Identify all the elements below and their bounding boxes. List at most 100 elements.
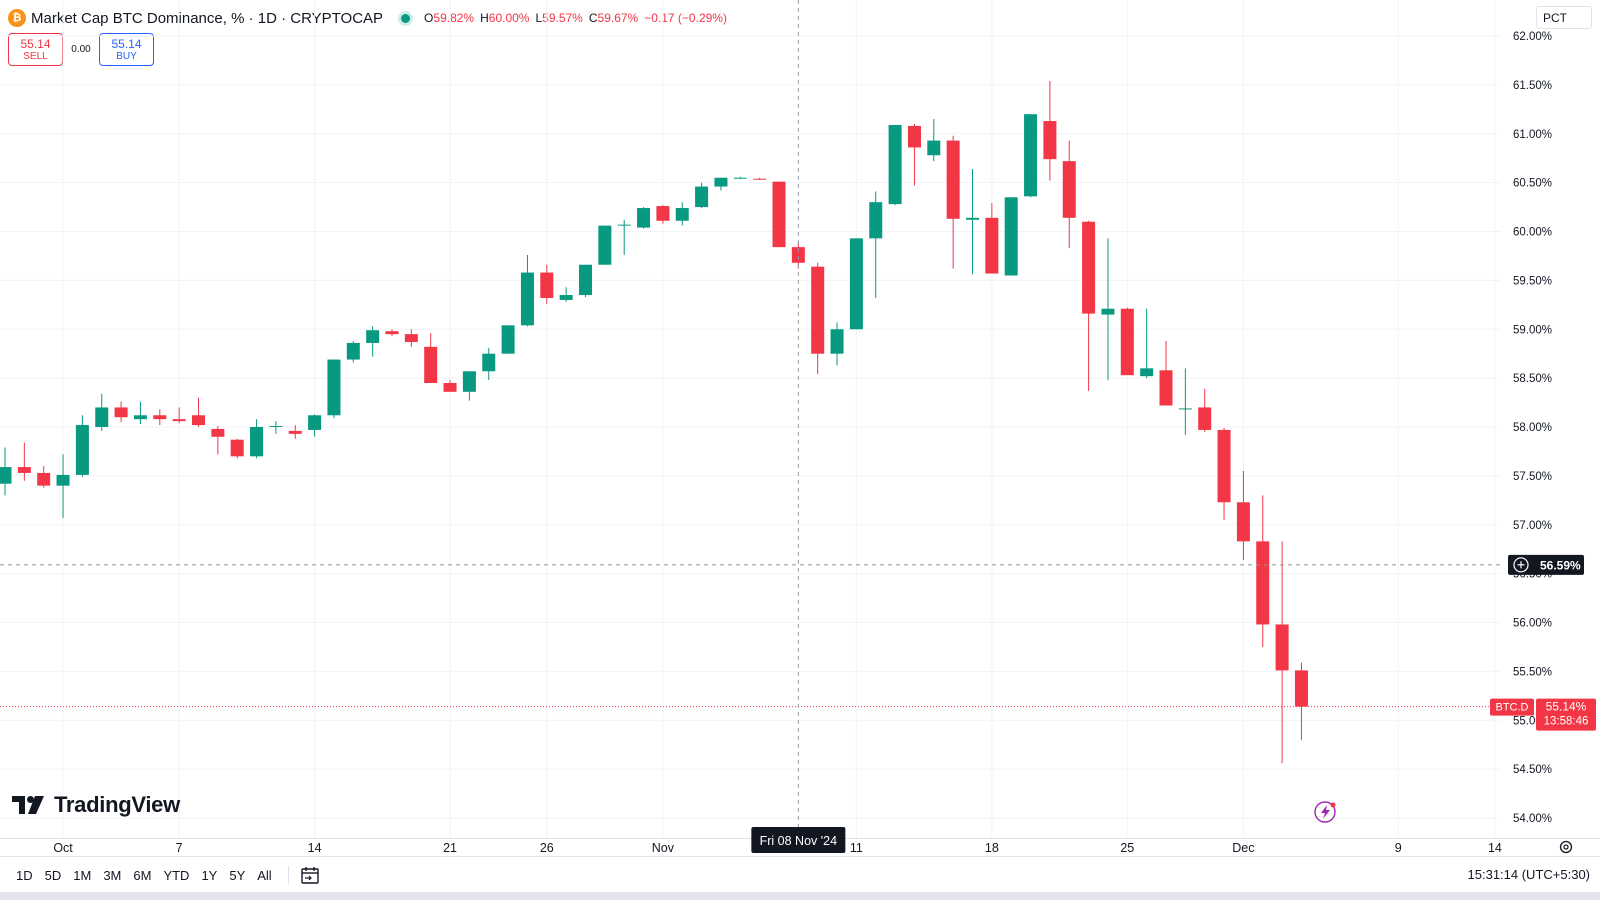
timeframe-6m[interactable]: 6M: [133, 867, 152, 883]
candle-body: [598, 225, 612, 265]
candle-body: [501, 325, 515, 354]
toolbar-divider: [287, 866, 289, 884]
candle: [753, 177, 767, 180]
candle: [346, 340, 360, 363]
candle: [1275, 541, 1289, 764]
buy-button[interactable]: 55.14 BUY: [99, 33, 154, 66]
timeframe-all[interactable]: All: [257, 867, 272, 883]
date-range-icon[interactable]: [299, 865, 321, 885]
y-tick-label: 62.00%: [1513, 31, 1552, 43]
symbol-title[interactable]: Market Cap BTC Dominance, % · 1D · CRYPT…: [31, 9, 384, 27]
candle-body: [966, 217, 979, 220]
candle-body: [637, 208, 651, 228]
timeframe-ytd[interactable]: YTD: [163, 867, 190, 883]
candle-body: [95, 407, 109, 427]
candle-body: [37, 472, 51, 486]
candle-body: [385, 331, 399, 335]
candle: [250, 419, 264, 459]
trade-panel: 55.14 SELL 0.00 55.14 BUY: [8, 33, 154, 66]
y-tick-label: 57.50%: [1513, 471, 1552, 483]
candle: [172, 407, 186, 424]
events-lightning-icon-bolt: [1321, 805, 1330, 819]
candle-body: [985, 217, 999, 274]
candle-body: [888, 124, 902, 205]
candle: [366, 326, 380, 357]
candle-body: [308, 415, 322, 430]
candle: [404, 329, 418, 347]
timeframe-5y[interactable]: 5Y: [229, 867, 246, 883]
timeframe-1y[interactable]: 1Y: [201, 867, 218, 883]
candle: [1024, 114, 1038, 198]
ohlc-legend: O59.82% H60.00% L59.57% C59.67% −0.17 (−0.29…: [424, 11, 727, 25]
candle: [1236, 470, 1250, 560]
candle: [1178, 368, 1192, 435]
candle-body: [172, 419, 186, 422]
candle-body: [1256, 541, 1270, 625]
candle-body: [0, 467, 12, 484]
last-price-value: 55.14%: [1546, 700, 1587, 714]
scale-mode-button[interactable]: PCT: [1536, 6, 1592, 29]
candle: [869, 191, 883, 298]
candle-body: [1159, 370, 1173, 406]
candle: [230, 438, 244, 459]
timeframe-buttons: 1D 5D 1M 3M 6M YTD 1Y 5Y All: [0, 868, 272, 883]
ohlc-value: 59.67%: [597, 11, 639, 25]
candle: [1120, 307, 1134, 376]
candlestick-chart[interactable]: 62.00% 61.50% 61.00% 60.50% 60.00% 59.50% 59.0…: [0, 0, 1600, 856]
candle: [1217, 427, 1231, 520]
candle: [501, 325, 515, 354]
y-tick-label: 54.00%: [1513, 813, 1552, 825]
add-alert-icon[interactable]: [1513, 557, 1529, 573]
x-tick-label: Nov: [652, 841, 675, 855]
candle: [927, 119, 941, 162]
candle-body: [1178, 408, 1192, 410]
candle-body: [869, 202, 883, 239]
candle: [637, 207, 651, 229]
candle: [520, 254, 534, 327]
candle-body: [1024, 114, 1038, 197]
ohlc-item: L59.57%: [535, 11, 582, 25]
y-tick-label: 56.00%: [1513, 618, 1552, 630]
crosshair-value-label: 56.59%: [1540, 558, 1581, 572]
candle: [1082, 220, 1096, 391]
ohlc-item: H60.00%: [480, 11, 529, 25]
timeframe-1d[interactable]: 1D: [16, 867, 33, 883]
ohlc-key: L: [535, 11, 543, 25]
events-lightning-icon[interactable]: [1314, 801, 1336, 823]
candle-body: [269, 426, 283, 428]
candle-body: [327, 359, 341, 416]
candle: [288, 425, 302, 439]
timeframe-3m[interactable]: 3M: [103, 867, 122, 883]
timeframe-1m[interactable]: 1M: [73, 867, 92, 883]
candle: [0, 447, 12, 496]
y-tick-label: 57.00%: [1513, 520, 1552, 532]
ohlc-item: O59.82%: [424, 11, 474, 25]
buy-price: 55.14: [111, 36, 142, 51]
candle: [733, 176, 747, 179]
tradingview-logo[interactable]: TradingView: [12, 792, 180, 818]
candle-body: [75, 425, 89, 475]
candle-body: [772, 181, 786, 248]
x-tick-label: 14: [1488, 841, 1502, 855]
y-tick-label: 58.50%: [1513, 373, 1552, 385]
candle-body: [849, 238, 863, 330]
candle: [153, 409, 167, 426]
candle: [75, 415, 89, 477]
clock[interactable]: 15:31:14 (UTC+5:30): [1467, 867, 1590, 882]
candle-body: [346, 342, 360, 360]
candle: [714, 177, 728, 191]
candle-body: [288, 430, 302, 434]
candle-body: [1140, 368, 1154, 377]
candle: [424, 333, 438, 384]
candle-body: [830, 329, 844, 354]
sell-button[interactable]: 55.14 SELL: [8, 33, 63, 66]
chart-settings-icon[interactable]: [1559, 840, 1573, 854]
candle: [1004, 197, 1018, 276]
candle: [1256, 495, 1270, 647]
candle: [1101, 238, 1115, 381]
candle-body: [133, 415, 147, 420]
timeframe-5d[interactable]: 5D: [44, 867, 62, 883]
candle-body: [1043, 121, 1057, 160]
ohlc-item: C59.67%: [589, 11, 638, 25]
crosshair-value-label-bg: [1508, 554, 1584, 575]
